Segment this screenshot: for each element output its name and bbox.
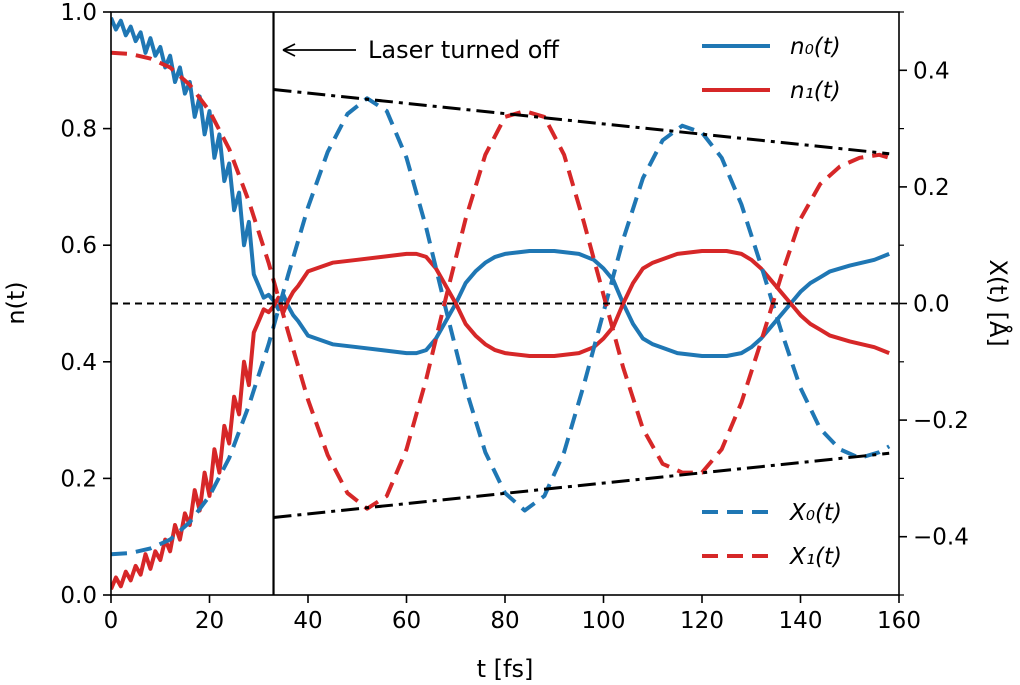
left-y-tick-label-5: 1.0	[60, 0, 97, 26]
x-tick-label-0: 0	[104, 608, 119, 634]
right-y-tick-label-1: −0.2	[913, 408, 969, 434]
left-y-tick-label-2: 0.4	[60, 350, 97, 376]
x-tick-label-2: 40	[293, 608, 322, 634]
x-tick-label-6: 120	[680, 608, 724, 634]
right-y-axis-label: X(t) [Å]	[984, 259, 1013, 346]
legend-lower-label-0: X₀(t)	[789, 500, 842, 526]
x-tick-label-8: 160	[877, 608, 921, 634]
plot-area	[111, 17, 891, 590]
x-tick-label-7: 140	[779, 608, 823, 634]
x-tick-label-4: 80	[490, 608, 519, 634]
x-axis: 0 20 40 60 80 100 120 140 160	[104, 595, 921, 634]
right-y-axis: −0.4 −0.2 0.0 0.2 0.4	[899, 11, 969, 596]
series-line-4	[273, 88, 890, 156]
x-tick-label-3: 60	[392, 608, 421, 634]
plot-frame	[110, 11, 900, 596]
legend-upper: n₀(t) n₁(t)	[702, 34, 841, 104]
legend-lower: X₀(t) X₁(t)	[702, 500, 842, 570]
legend-upper-label-1: n₁(t)	[790, 78, 841, 104]
right-y-tick-label-3: 0.2	[913, 175, 950, 201]
x-tick-label-5: 100	[582, 608, 626, 634]
series-line-2	[111, 96, 891, 557]
series-line-3	[111, 50, 890, 511]
left-y-tick-label-0: 0.0	[60, 583, 97, 609]
reference-lines	[111, 12, 899, 595]
x-tick-label-1: 20	[195, 608, 224, 634]
left-y-tick-label-4: 0.8	[60, 117, 97, 143]
right-y-tick-label-4: 0.4	[913, 58, 950, 84]
laser-off-annotation: Laser turned off	[282, 36, 559, 64]
annotation-arrow-head	[282, 43, 296, 57]
legend-lower-label-1: X₁(t)	[789, 544, 842, 570]
series-line-1	[111, 249, 890, 590]
left-y-axis: 0.0 0.2 0.4 0.6 0.8 1.0	[60, 0, 111, 609]
left-y-axis-label: n(t)	[2, 281, 30, 324]
left-y-tick-label-3: 0.6	[60, 233, 97, 259]
right-y-tick-label-0: −0.4	[913, 525, 969, 551]
x-axis-label: t [fs]	[477, 655, 534, 683]
series-line-0	[111, 17, 890, 358]
legend-upper-label-0: n₀(t)	[790, 34, 841, 60]
right-y-tick-label-2: 0.0	[913, 292, 950, 318]
left-y-tick-label-1: 0.2	[60, 466, 97, 492]
annotation-text: Laser turned off	[368, 36, 559, 64]
series-line-5	[273, 451, 890, 519]
